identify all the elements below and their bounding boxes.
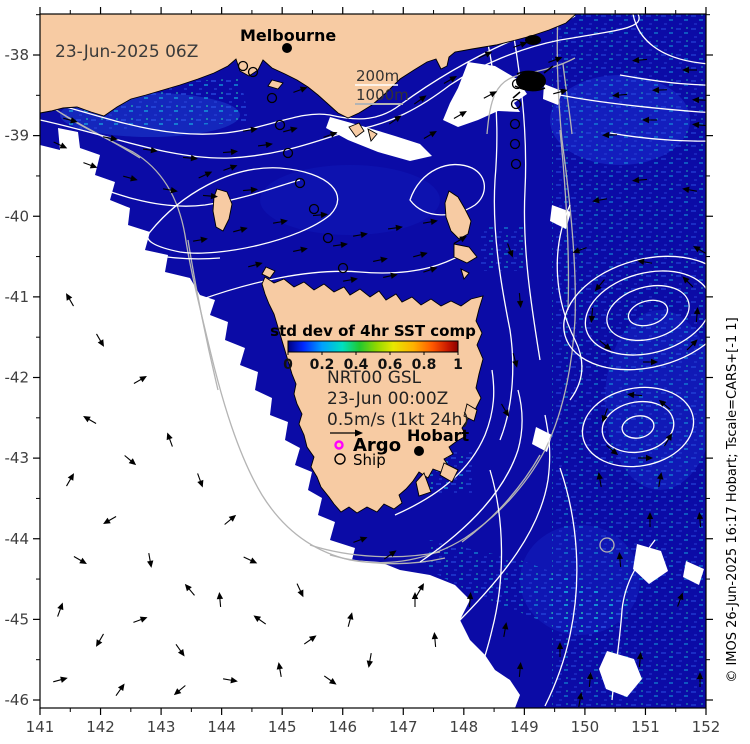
y-tick-label: -42: [5, 369, 30, 387]
hobart-label: Hobart: [407, 426, 470, 445]
y-tick-label: -43: [5, 449, 30, 467]
land: [40, 14, 577, 514]
colorbar-gradient: [287, 340, 459, 353]
eddy-rings: [563, 255, 706, 468]
model-name: NRT00 GSL: [327, 368, 422, 388]
x-tick-label: 142: [86, 718, 115, 736]
drifter-scribble: [512, 65, 554, 99]
y-tick-label: -44: [5, 530, 30, 548]
x-tick-label: 149: [510, 718, 539, 736]
y-tick-label: -38: [5, 46, 30, 64]
x-tick-label: 147: [389, 718, 418, 736]
x-tick-label: 152: [692, 718, 721, 736]
colorbar-tick-label: 0.4: [344, 357, 369, 373]
y-tick-label: -46: [5, 691, 30, 709]
colorbar-tick-label: 1: [453, 357, 463, 373]
obs-legend: Argo Ship: [334, 435, 401, 469]
scale-arrow: [330, 429, 363, 437]
x-tick-label: 145: [268, 718, 297, 736]
y-tick-label: -40: [5, 207, 30, 225]
bathymetry-contour: [42, 14, 615, 565]
land-tasmania: [261, 276, 484, 514]
land-victoria: [40, 14, 577, 119]
model-time: 23-Jun 00:00Z: [327, 389, 448, 409]
ship-label: Ship: [353, 451, 386, 469]
argo-label: Argo: [353, 435, 401, 456]
ship-legend-marker: [334, 453, 346, 465]
melbourne-marker: [282, 43, 292, 53]
x-tick-label: 151: [631, 718, 660, 736]
contour-200m-label: 200m: [356, 67, 399, 85]
y-axis: -38 -39 -40 -41 -42 -43 -44 -45 -46: [5, 14, 713, 709]
y-tick-label: -41: [5, 288, 30, 306]
x-tick-label: 143: [147, 718, 176, 736]
sst-contours: [40, 14, 706, 707]
x-tick-label: 148: [449, 718, 478, 736]
x-tick-label: 150: [571, 718, 600, 736]
king-island: [212, 188, 233, 232]
colorbar-tick-label: 0: [283, 357, 293, 373]
colorbar-tick-label: 0.2: [310, 357, 335, 373]
melbourne-label: Melbourne: [240, 26, 336, 45]
colorbar-tick-label: 0.6: [378, 357, 403, 373]
colorbar-ticks: 0 0.2 0.4 0.6 0.8 1: [283, 352, 463, 373]
contour-1000m-label: 1000m: [356, 86, 409, 104]
model-info: NRT00 GSL 23-Jun 00:00Z 0.5m/s (1kt 24h): [327, 368, 469, 437]
colorbar-tick-label: 0.8: [412, 357, 437, 373]
x-tick-label: 146: [328, 718, 357, 736]
hobart-marker: [414, 446, 424, 456]
coastal-lake: [525, 35, 541, 45]
y-tick-label: -39: [5, 127, 30, 145]
colorbar-title: std dev of 4hr SST comp: [270, 322, 476, 340]
credit-text: © IMOS 26-Jun-2025 16:17 Hobart; Tscale=…: [725, 317, 740, 682]
x-axis: 141 142 143 144 145 146 147 148 149 150 151 152: [26, 7, 721, 736]
x-tick-label: 141: [26, 718, 55, 736]
colorbar: std dev of 4hr SST comp 0 0.2 0.4 0.6 0.8 1: [270, 322, 476, 373]
date-label: 23-Jun-2025 06Z: [55, 42, 198, 62]
y-tick-label: -45: [5, 610, 30, 628]
x-tick-label: 144: [207, 718, 236, 736]
vector-scale-label: 0.5m/s (1kt 24h): [327, 410, 469, 430]
cape-barren-island: [453, 243, 478, 264]
argo-legend-marker: [334, 440, 344, 450]
